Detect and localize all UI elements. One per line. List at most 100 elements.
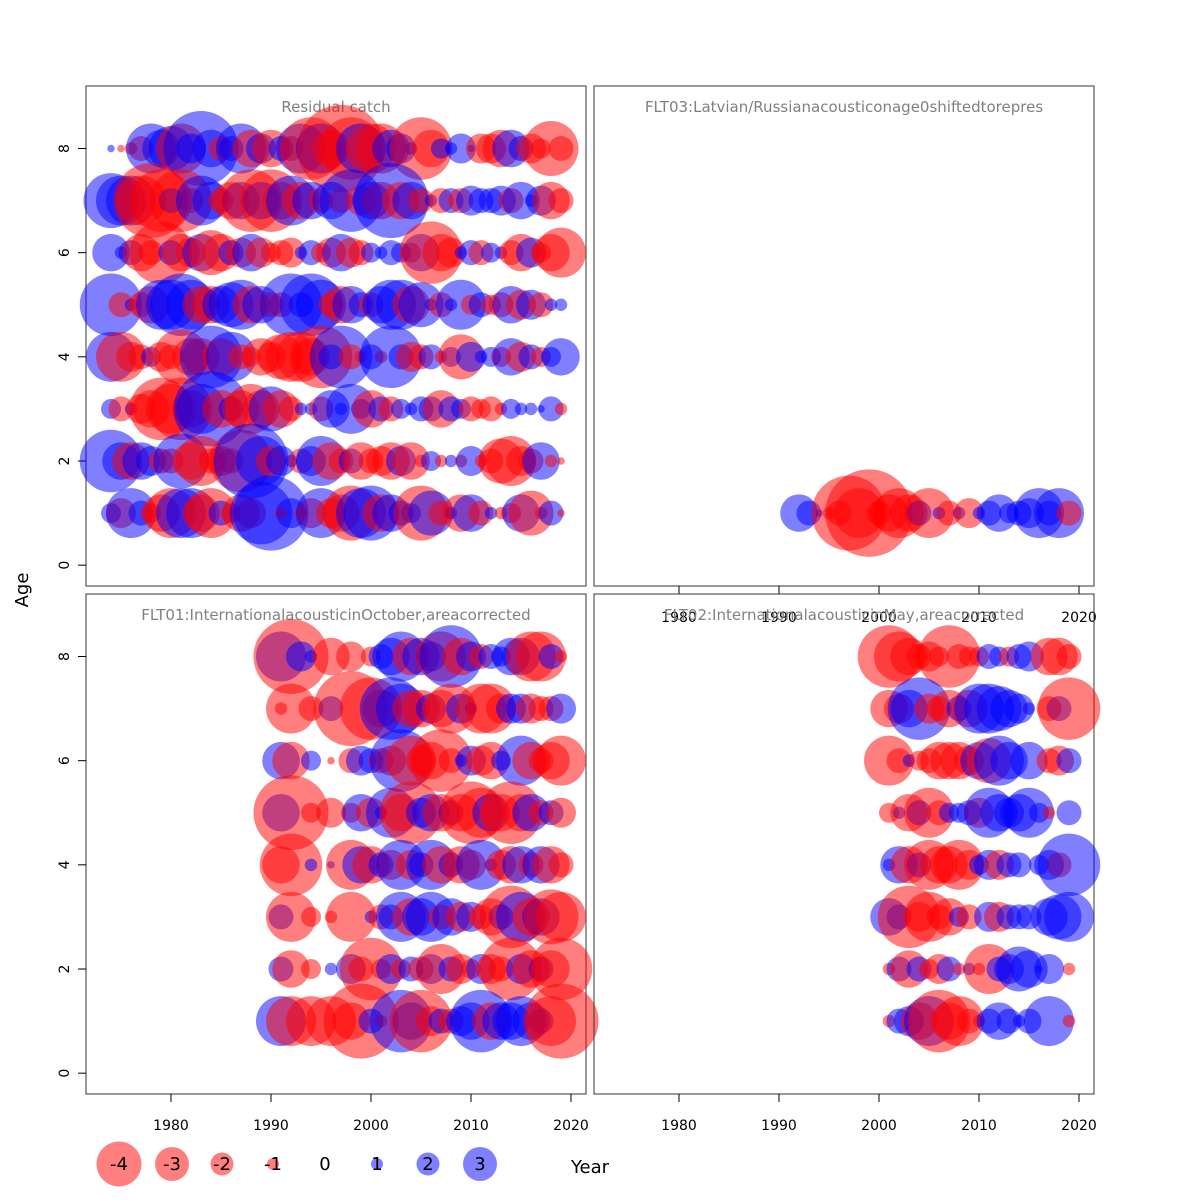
x-tick-label: 1980 [153, 1118, 189, 1134]
legend-item: -4 [96, 1141, 142, 1187]
series-age-4 [880, 833, 1101, 897]
bubble-point [468, 500, 494, 526]
bubble-point [536, 227, 586, 278]
bubble-point [326, 891, 376, 942]
legend-label: -3 [163, 1154, 181, 1175]
legend-label: 2 [422, 1154, 433, 1175]
legend-label: -2 [213, 1154, 231, 1175]
y-tick-label: 6 [57, 756, 73, 765]
legend-item: 2 [416, 1152, 440, 1176]
bubble-point [338, 344, 364, 370]
legend-bubble [267, 1158, 279, 1170]
bubble-point [536, 891, 586, 942]
series-age-6 [92, 221, 586, 284]
legend-item: 1 [371, 1154, 383, 1175]
x-tick-label: 2020 [553, 1118, 589, 1134]
series-age-8 [253, 619, 568, 694]
bubble-point [546, 797, 576, 828]
legend-bubble [371, 1158, 383, 1170]
bubble-point [361, 242, 381, 263]
bubble-point [538, 644, 564, 669]
bubble-point [272, 741, 310, 780]
x-tick-label: 1990 [761, 1118, 797, 1134]
bubble-point [438, 748, 464, 774]
bubble-point [1029, 802, 1049, 823]
legend-item: -1 [264, 1154, 282, 1175]
bubble-point [336, 641, 366, 672]
x-tick-label: 2010 [961, 610, 997, 626]
bubble-point [554, 298, 568, 311]
x-tick-label: 1980 [661, 1118, 697, 1134]
bubble-point [253, 775, 329, 851]
series-age-2 [268, 937, 593, 1001]
bubble-point [107, 144, 115, 153]
bubble-point [391, 398, 411, 419]
x-tick-label: 2000 [861, 610, 897, 626]
bubble-point [444, 454, 458, 468]
x-tick-label: 2020 [1061, 610, 1097, 626]
bubble-point [1044, 891, 1094, 942]
x-axis-label: Year [570, 1157, 610, 1178]
y-axis: 0 2 4 6 8 [57, 652, 86, 1078]
bubble-point [286, 641, 316, 672]
y-tick-label: 8 [57, 144, 73, 153]
bubble-point [278, 396, 304, 422]
bubble-point [1024, 996, 1074, 1047]
y-tick-label: 6 [57, 248, 73, 257]
bubble-point [1022, 702, 1036, 715]
series-age-1 [780, 469, 1084, 557]
y-tick-label: 0 [57, 561, 73, 570]
bubble-point [1062, 1014, 1076, 1028]
bubble-point [301, 906, 321, 927]
bubble-point [1056, 500, 1082, 526]
bubble-point [421, 451, 441, 471]
bubble-point [1010, 741, 1048, 780]
series-age-3 [266, 885, 586, 949]
bubble-point [301, 750, 321, 771]
x-tick-label: 2020 [1061, 1118, 1097, 1134]
bubble-point [1004, 693, 1034, 724]
panel-frame [85, 593, 587, 1095]
bubble-point [117, 144, 125, 153]
bubble-point [316, 797, 346, 828]
bubble-point [508, 490, 554, 536]
bubble-point [266, 683, 316, 734]
legend-bubble [463, 1147, 497, 1181]
bubble-point [544, 298, 558, 311]
bubble-point [301, 959, 321, 979]
bubble-point [108, 292, 134, 318]
panel-frame [593, 593, 1095, 1095]
legend-item: -3 [155, 1147, 189, 1181]
bubble-point [233, 475, 309, 551]
bubble-point [266, 446, 296, 476]
bubble-point [936, 500, 962, 526]
series-age-5 [79, 273, 568, 336]
series-age-7 [870, 677, 1101, 740]
y-tick-label: 4 [57, 860, 73, 869]
bubble-point [557, 457, 565, 465]
legend-label: 3 [474, 1154, 485, 1175]
bubble-point [484, 506, 498, 520]
x-tick-label: 1990 [253, 1118, 289, 1134]
bubble-point [324, 962, 338, 976]
legend-item: -2 [210, 1152, 234, 1176]
bubble-point [554, 402, 568, 416]
series-age-6 [864, 735, 1082, 786]
bubble-point [272, 950, 310, 988]
panel-title: FLT02:InternationalacousticinMay,areacor… [664, 606, 1024, 624]
bubble-point [431, 138, 451, 159]
bubble-point [1056, 748, 1082, 774]
legend-label: -4 [110, 1154, 128, 1175]
series-age-3 [101, 371, 568, 447]
bubble-point [456, 446, 486, 476]
y-tick-label: 2 [57, 457, 73, 466]
series-age-2 [882, 944, 1076, 994]
legend-item: 3 [463, 1147, 497, 1181]
bubble-point [108, 396, 134, 422]
bubble-point [434, 454, 448, 468]
bubble-point [952, 962, 966, 976]
bubble-point [276, 237, 306, 268]
bubble-point [392, 442, 430, 480]
